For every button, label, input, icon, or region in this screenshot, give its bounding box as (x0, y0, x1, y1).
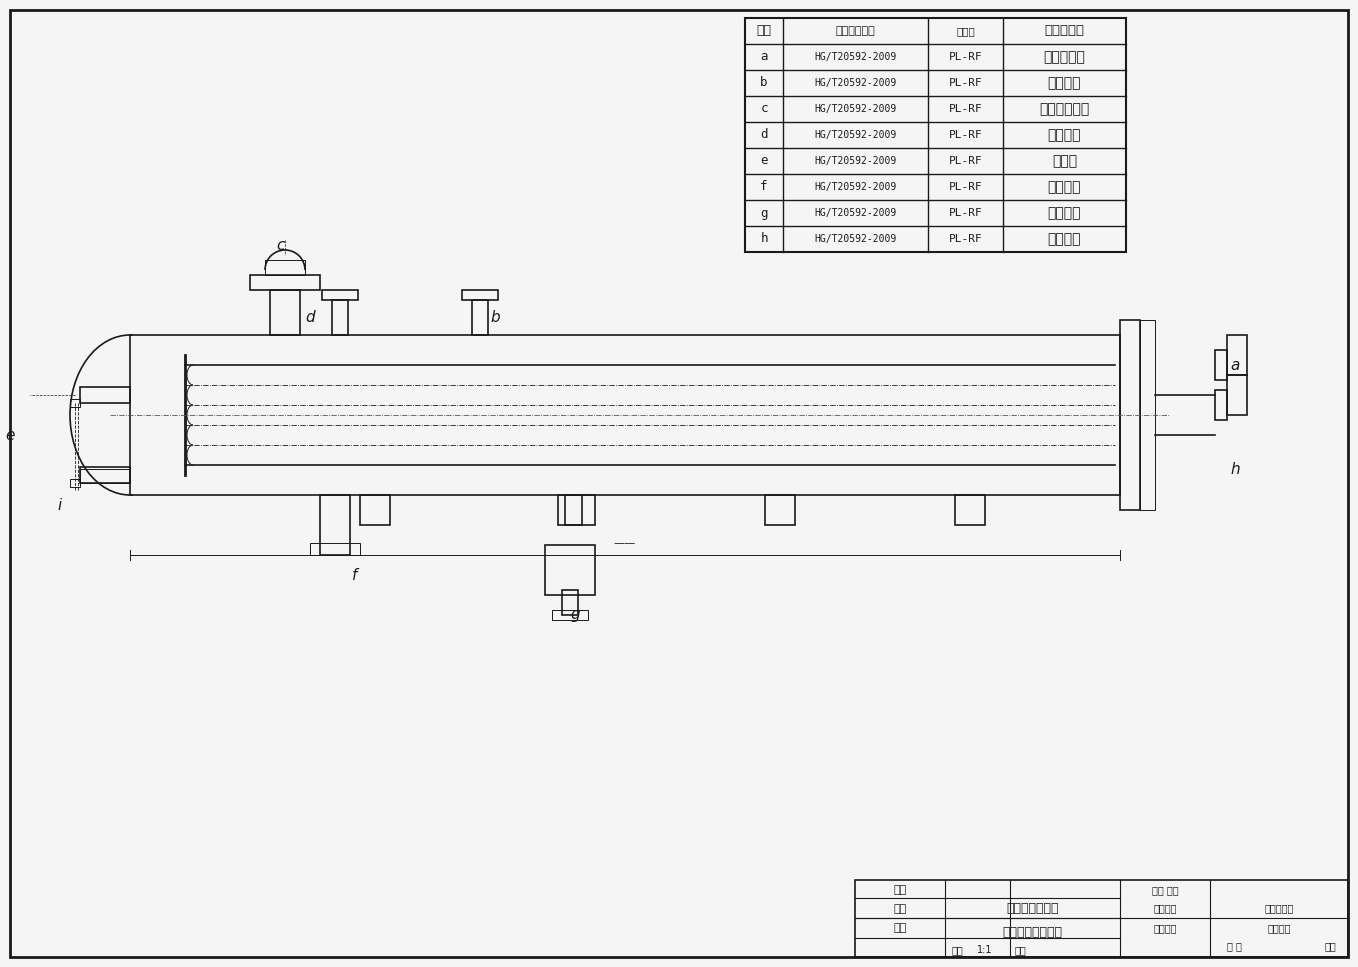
Text: 阶段标致: 阶段标致 (1153, 923, 1177, 933)
Text: b: b (760, 76, 767, 90)
Text: 用途或名称: 用途或名称 (1044, 24, 1085, 38)
Text: 校核: 校核 (894, 923, 907, 933)
Text: 版次: 版次 (1324, 941, 1336, 951)
Bar (80, 469, 130, 483)
Bar (1139, 320, 1156, 510)
Text: h: h (1230, 462, 1240, 478)
Text: 低温甲醇脱: 低温甲醇脱 (1264, 903, 1294, 913)
Text: ——: —— (614, 538, 636, 548)
Text: PL-RF: PL-RF (949, 130, 982, 140)
Bar (565, 495, 595, 525)
Text: HG/T20592-2009: HG/T20592-2009 (815, 208, 896, 218)
Bar (765, 495, 794, 525)
Text: PL-RF: PL-RF (949, 104, 982, 114)
Text: 压力计口: 压力计口 (1048, 76, 1081, 90)
Bar (1215, 350, 1228, 380)
Text: PL-RF: PL-RF (949, 52, 982, 62)
Bar (562, 590, 579, 615)
Text: PL-RF: PL-RF (949, 156, 982, 166)
Bar (462, 290, 498, 300)
Bar (322, 290, 359, 300)
Text: 密封面: 密封面 (956, 26, 975, 36)
Bar (955, 495, 985, 525)
Text: 水蔽气进口: 水蔽气进口 (1043, 50, 1085, 64)
Text: HG/T20592-2009: HG/T20592-2009 (815, 104, 896, 114)
Text: h: h (760, 232, 767, 246)
Text: b: b (490, 309, 500, 325)
Bar (80, 467, 130, 483)
Bar (310, 543, 360, 555)
Text: 设计项目: 设计项目 (1153, 903, 1177, 913)
Text: HG/T20592-2009: HG/T20592-2009 (815, 182, 896, 192)
Text: HG/T20592-2009: HG/T20592-2009 (815, 234, 896, 244)
Text: HG/T20592-2009: HG/T20592-2009 (815, 156, 896, 166)
Bar (270, 290, 300, 335)
Text: 负责: 负责 (894, 885, 907, 895)
Text: 图 号: 图 号 (1226, 941, 1241, 951)
Text: i: i (58, 497, 62, 513)
Text: 再永器主体设备图: 再永器主体设备图 (1002, 925, 1062, 939)
Text: g: g (570, 607, 580, 623)
Bar (558, 495, 583, 525)
Bar (80, 387, 130, 403)
Text: 甲醇蕊汽出口: 甲醇蕊汽出口 (1039, 102, 1089, 116)
Bar (71, 479, 80, 487)
Text: PL-RF: PL-RF (949, 182, 982, 192)
Text: 连接尺寸标准: 连接尺寸标准 (835, 26, 876, 36)
Text: a: a (1230, 358, 1240, 372)
Bar (545, 545, 595, 595)
Text: c: c (760, 103, 767, 115)
Text: 杂质出口: 杂质出口 (1048, 206, 1081, 220)
Text: d: d (760, 129, 767, 141)
Bar (1228, 375, 1247, 415)
Bar (250, 275, 320, 290)
Text: f: f (760, 181, 767, 193)
Text: 温度计口: 温度计口 (1048, 128, 1081, 142)
Text: c: c (276, 238, 284, 252)
Text: HG/T20592-2009: HG/T20592-2009 (815, 78, 896, 88)
Text: 比例: 比例 (951, 945, 963, 955)
Text: 毕业设计: 毕业设计 (1267, 923, 1290, 933)
Text: 设计: 设计 (894, 904, 907, 914)
Text: PL-RF: PL-RF (949, 208, 982, 218)
Bar (1215, 390, 1228, 420)
Bar (473, 300, 488, 335)
Text: PL-RF: PL-RF (949, 234, 982, 244)
Bar (1228, 335, 1247, 375)
Text: 区域: 区域 (1014, 945, 1025, 955)
Bar (265, 260, 306, 275)
Text: e: e (760, 155, 767, 167)
Text: 低温甲醇洗工段: 低温甲醇洗工段 (1006, 901, 1059, 915)
Bar (360, 495, 390, 525)
Bar (856, 880, 1348, 957)
Text: HG/T20592-2009: HG/T20592-2009 (815, 130, 896, 140)
Bar (746, 18, 1126, 252)
Bar (331, 300, 348, 335)
Text: 符号: 符号 (756, 24, 771, 38)
Text: g: g (760, 207, 767, 220)
Text: 1:1: 1:1 (978, 945, 993, 955)
Text: a: a (760, 50, 767, 64)
Text: f: f (352, 568, 357, 582)
Text: 蕊汽出口: 蕊汽出口 (1048, 232, 1081, 246)
Text: 甲醇进口: 甲醇进口 (1048, 180, 1081, 194)
Text: 工程 名称: 工程 名称 (1152, 885, 1179, 895)
Text: HG/T20592-2009: HG/T20592-2009 (815, 52, 896, 62)
Text: PL-RF: PL-RF (949, 78, 982, 88)
Bar (320, 495, 350, 555)
Text: e: e (5, 427, 15, 443)
Text: 液位计: 液位计 (1052, 154, 1077, 168)
Bar (71, 399, 80, 407)
Bar (130, 335, 1120, 495)
Bar (551, 610, 588, 620)
Bar (1120, 320, 1139, 510)
Text: d: d (306, 309, 315, 325)
